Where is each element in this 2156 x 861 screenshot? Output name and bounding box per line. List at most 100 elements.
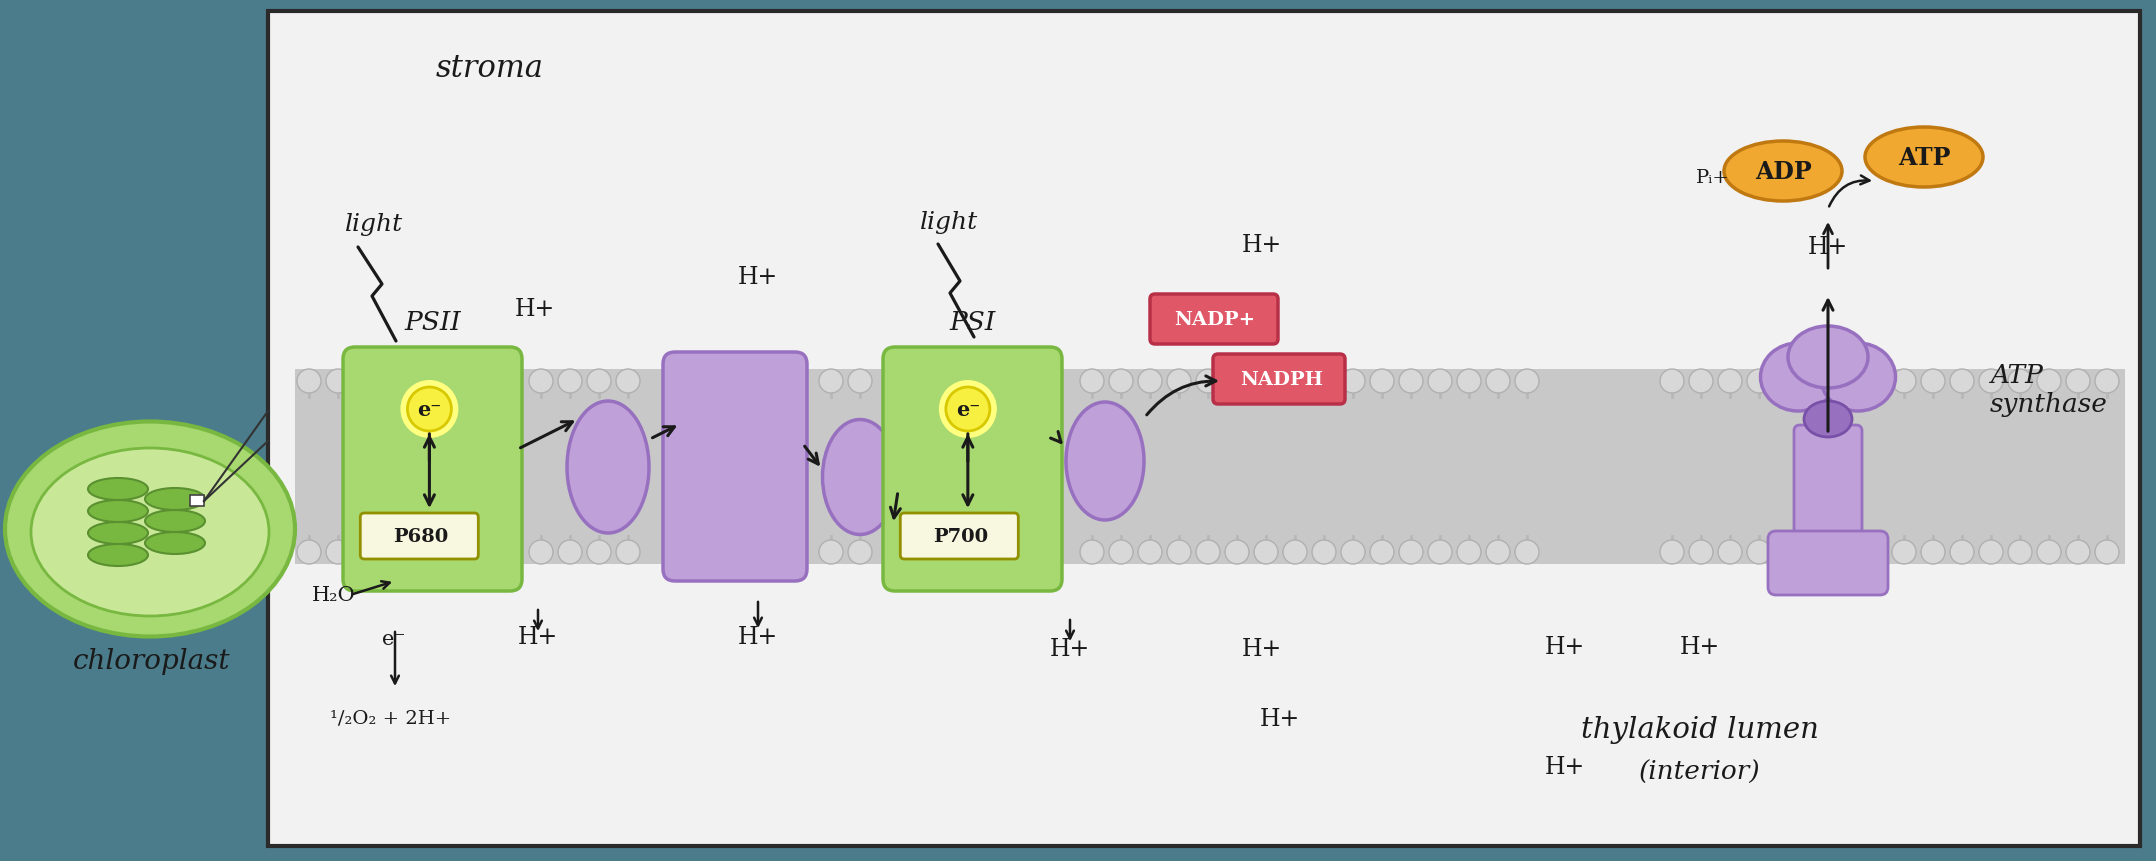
Text: H+: H+ (1242, 233, 1283, 257)
Ellipse shape (1341, 369, 1365, 393)
Text: PSI: PSI (949, 309, 996, 334)
Ellipse shape (617, 369, 640, 393)
Ellipse shape (1255, 369, 1279, 393)
Ellipse shape (1225, 369, 1248, 393)
Ellipse shape (1485, 541, 1509, 564)
FancyBboxPatch shape (664, 353, 806, 581)
Ellipse shape (298, 541, 321, 564)
Text: H+: H+ (1050, 638, 1091, 660)
Text: e⁻: e⁻ (382, 629, 405, 648)
Ellipse shape (1660, 369, 1684, 393)
Ellipse shape (88, 500, 149, 523)
Ellipse shape (819, 541, 843, 564)
FancyBboxPatch shape (360, 513, 479, 560)
Ellipse shape (946, 387, 990, 431)
Ellipse shape (1820, 344, 1895, 412)
Ellipse shape (326, 369, 349, 393)
Ellipse shape (1761, 344, 1835, 412)
Ellipse shape (2065, 369, 2089, 393)
Text: H+: H+ (737, 626, 778, 648)
Ellipse shape (1865, 127, 1984, 188)
Ellipse shape (1283, 541, 1307, 564)
Ellipse shape (1746, 369, 1770, 393)
FancyBboxPatch shape (884, 348, 1063, 592)
Ellipse shape (298, 369, 321, 393)
Ellipse shape (1313, 541, 1337, 564)
FancyBboxPatch shape (343, 348, 522, 592)
Ellipse shape (1138, 369, 1162, 393)
FancyBboxPatch shape (1214, 355, 1345, 405)
Text: stroma: stroma (436, 53, 543, 84)
Ellipse shape (1399, 369, 1423, 393)
Ellipse shape (1516, 541, 1539, 564)
Ellipse shape (1660, 541, 1684, 564)
Ellipse shape (1457, 541, 1481, 564)
Ellipse shape (1108, 541, 1134, 564)
Text: H+: H+ (515, 298, 554, 321)
Ellipse shape (1108, 369, 1134, 393)
Ellipse shape (1369, 369, 1395, 393)
Ellipse shape (2037, 369, 2061, 393)
Ellipse shape (558, 369, 582, 393)
Ellipse shape (2065, 541, 2089, 564)
Ellipse shape (847, 541, 871, 564)
Ellipse shape (1949, 541, 1975, 564)
Ellipse shape (1718, 541, 1742, 564)
Text: chloroplast: chloroplast (73, 647, 231, 675)
Text: NADP+: NADP+ (1175, 311, 1255, 329)
Text: H+: H+ (1809, 236, 1848, 259)
FancyBboxPatch shape (901, 513, 1018, 560)
Ellipse shape (1197, 369, 1220, 393)
Text: H+: H+ (1546, 635, 1585, 659)
Ellipse shape (2007, 541, 2031, 564)
Ellipse shape (1399, 541, 1423, 564)
Ellipse shape (2096, 541, 2119, 564)
Ellipse shape (1065, 403, 1145, 520)
Text: (interior): (interior) (1639, 759, 1761, 784)
Ellipse shape (1979, 541, 2003, 564)
Text: H+: H+ (1546, 756, 1585, 778)
Ellipse shape (1197, 541, 1220, 564)
Ellipse shape (2037, 541, 2061, 564)
Ellipse shape (1138, 541, 1162, 564)
Text: ADP: ADP (1755, 160, 1811, 183)
Ellipse shape (938, 381, 996, 438)
Text: PSII: PSII (403, 309, 461, 334)
Text: thylakoid lumen: thylakoid lumen (1580, 715, 1820, 743)
Ellipse shape (1369, 541, 1395, 564)
Text: ATP: ATP (1897, 146, 1951, 170)
Ellipse shape (407, 387, 451, 431)
Bar (190, 495, 205, 506)
Text: NADPH: NADPH (1240, 370, 1324, 388)
Text: light: light (921, 210, 979, 233)
Ellipse shape (1313, 369, 1337, 393)
Text: H₂O: H₂O (313, 585, 356, 604)
Ellipse shape (144, 511, 205, 532)
FancyBboxPatch shape (1794, 425, 1863, 582)
Ellipse shape (2096, 369, 2119, 393)
Ellipse shape (1725, 142, 1841, 201)
Ellipse shape (1787, 326, 1867, 388)
Ellipse shape (528, 541, 552, 564)
Text: P700: P700 (934, 528, 987, 545)
Ellipse shape (567, 401, 649, 533)
Ellipse shape (1427, 369, 1451, 393)
Bar (267, 12, 2141, 846)
Text: P680: P680 (392, 528, 448, 545)
Ellipse shape (1341, 541, 1365, 564)
Text: ¹∕₂O₂ + 2H+: ¹∕₂O₂ + 2H+ (330, 709, 451, 726)
Ellipse shape (401, 381, 459, 438)
Ellipse shape (326, 541, 349, 564)
Ellipse shape (88, 523, 149, 544)
Text: H+: H+ (1242, 638, 1283, 660)
Text: H+: H+ (1680, 635, 1720, 659)
Ellipse shape (586, 541, 610, 564)
Ellipse shape (617, 541, 640, 564)
Text: ATP
synthase: ATP synthase (1990, 362, 2109, 417)
Ellipse shape (1893, 369, 1917, 393)
Ellipse shape (1921, 541, 1945, 564)
Ellipse shape (1688, 541, 1714, 564)
Ellipse shape (528, 369, 552, 393)
Text: H+: H+ (517, 626, 558, 648)
Text: H+: H+ (1259, 708, 1300, 731)
